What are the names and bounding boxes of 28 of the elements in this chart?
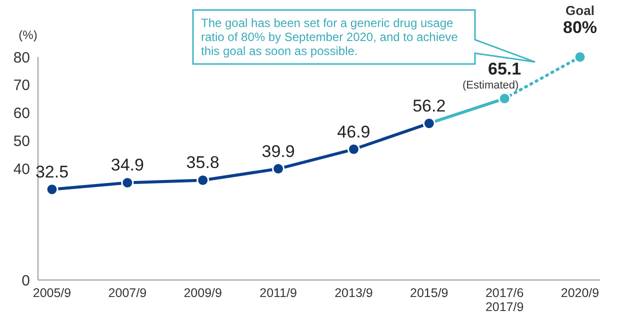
x-tick-label: 2007/9	[108, 286, 147, 300]
y-tick-label: 40	[13, 160, 30, 178]
data-label: 80%	[562, 18, 598, 37]
y-axis-title: (%)	[18, 28, 38, 42]
y-tick-label: 80	[13, 49, 30, 66]
x-tick-label: 2013/9	[334, 286, 373, 300]
data-label: 34.9	[110, 156, 144, 175]
data-label: 35.8	[186, 153, 220, 172]
x-tick-label: 2009/9	[184, 286, 222, 300]
data-label: 46.9	[337, 122, 370, 142]
data-label: 65.1	[488, 60, 522, 79]
x-tick-label: 2005/9	[32, 286, 72, 300]
annotation: (Estimated)	[462, 80, 519, 92]
y-tick-label: 70	[13, 77, 30, 94]
y-tick-label: 60	[13, 105, 30, 122]
y-tick-label: 0	[22, 272, 30, 290]
x-tick-label: 2015/9	[410, 286, 448, 300]
x-tick-label: 2020/9	[560, 286, 600, 300]
annotation: The goal has been set for a generic drug usage ratio of 80% by September 2020, and to achieve this goal as soon as possible.	[201, 16, 458, 58]
data-label: 56.2	[412, 96, 446, 116]
y-tick-label: 50	[13, 132, 30, 150]
point	[574, 50, 586, 64]
annotation: Goal	[566, 3, 594, 18]
x-tick-label: 2011/9	[260, 286, 297, 300]
x-tick-label: 2017/6 2017/9	[485, 286, 524, 314]
data-label: 32.5	[35, 162, 69, 182]
point	[46, 183, 58, 196]
data-label: 39.9	[262, 142, 295, 161]
